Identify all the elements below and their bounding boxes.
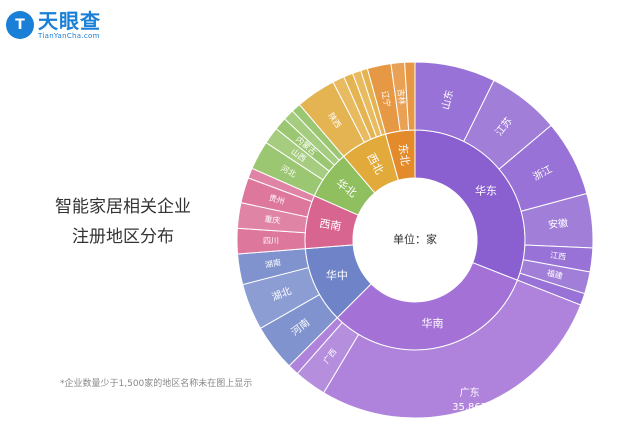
province-label-山东: 山东	[439, 88, 456, 110]
region-label-东北: 东北	[396, 143, 412, 167]
province-label-重庆: 重庆	[264, 214, 281, 226]
logo-text: 天眼查 TianYanCha.com	[38, 11, 101, 40]
logo-name: 天眼查	[38, 8, 101, 33]
logo-url: TianYanCha.com	[38, 31, 100, 40]
province-label-四川: 四川	[263, 236, 279, 245]
center-unit-label: 单位：家	[393, 232, 437, 246]
tianyancha-logo: T 天眼查 TianYanCha.com	[6, 8, 101, 42]
region-label-华东: 华东	[475, 184, 497, 198]
province-label-吉林: 吉林	[396, 88, 407, 105]
chart-footnote: *企业数量少于1,500家的地区名称未在图上显示	[60, 379, 253, 389]
region-label-西南: 西南	[318, 217, 342, 233]
region-label-华南: 华南	[422, 316, 444, 330]
tianyancha-logo-icon: T	[6, 11, 34, 39]
province-value-广东: 35,867	[452, 402, 487, 413]
province-segment-黑龙江[interactable]	[404, 61, 416, 131]
chart-title-line-1: 智能家居相关企业	[55, 197, 191, 217]
chart-title-line-2: 注册地区分布	[72, 227, 174, 247]
province-segment-广东[interactable]	[323, 279, 582, 419]
province-label-贵州: 贵州	[268, 192, 286, 206]
province-label-广东: 广东	[460, 386, 480, 399]
province-label-安徽: 安徽	[547, 216, 568, 231]
sunburst-center	[355, 180, 475, 300]
province-label-辽宁: 辽宁	[380, 90, 393, 108]
province-label-江西: 江西	[550, 251, 567, 262]
province-label-福建: 福建	[546, 267, 564, 281]
chart-title: 智能家居相关企业 注册地区分布	[38, 192, 208, 252]
province-label-湖南: 湖南	[264, 257, 281, 270]
region-label-华中: 华中	[326, 268, 348, 282]
